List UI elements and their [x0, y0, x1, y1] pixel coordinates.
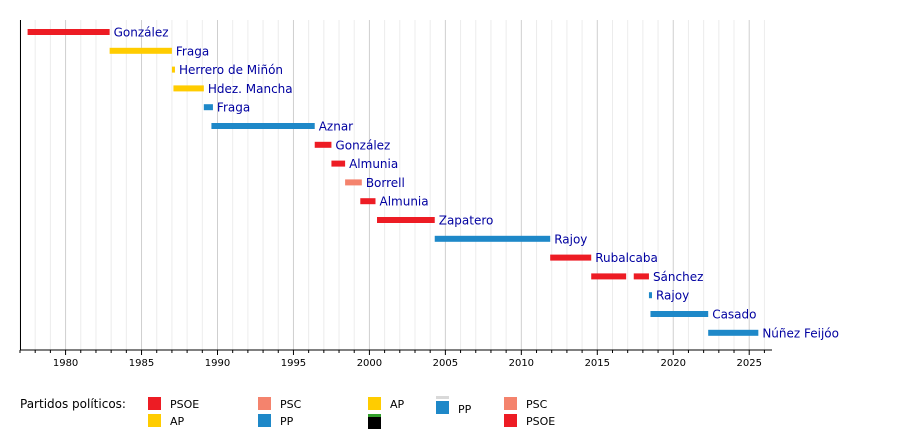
x-tick-label: 2010 — [509, 358, 534, 369]
x-tick-label: 2025 — [736, 358, 761, 369]
timeline-bar — [648, 292, 652, 299]
bar-label: Rubalcaba — [595, 251, 658, 265]
bars-layer: González Fraga Herrero de Miñón Hdez. Manch… — [27, 26, 839, 340]
legend-label: PSC — [526, 398, 548, 411]
bar-label: Fraga — [176, 44, 209, 58]
timeline-bar — [345, 179, 362, 186]
legend-label: AP — [390, 398, 405, 411]
bar-label: Aznar — [319, 120, 353, 134]
bar-label: Núñez Feijóo — [762, 326, 839, 340]
x-tick-label: 2005 — [433, 358, 458, 369]
timeline-bar — [591, 273, 627, 280]
bar-label: Borrell — [366, 176, 405, 190]
legend-swatch — [436, 401, 449, 414]
legend-label: AP — [170, 415, 185, 428]
bar-label: Rajoy — [656, 289, 689, 303]
x-tick-label: 2020 — [661, 358, 686, 369]
legend-label: PSOE — [170, 398, 199, 411]
legend-swatch — [504, 414, 517, 427]
bar-label: Herrero de Miñón — [179, 63, 283, 77]
x-tick-label: 2000 — [357, 358, 382, 369]
x-tick-label: 1990 — [205, 358, 230, 369]
timeline-bar — [109, 47, 172, 54]
legend-swatch — [258, 414, 271, 427]
legend-label: PSC — [280, 398, 302, 411]
timeline-bar — [173, 85, 204, 92]
timeline-bar — [550, 254, 592, 261]
timeline-bar — [211, 123, 315, 129]
bar-label: Zapatero — [439, 214, 494, 228]
bar-label: Almunia — [349, 157, 398, 171]
legend-label: PSOE — [526, 415, 555, 428]
bar-label: González — [114, 26, 169, 40]
legend-swatch — [368, 417, 381, 429]
legend-swatch — [504, 397, 517, 410]
x-tick-label: 1980 — [53, 358, 78, 369]
timeline-bar — [314, 141, 332, 148]
x-tick-label: 2015 — [585, 358, 610, 369]
bar-label: Sánchez — [653, 270, 703, 284]
legend-swatch-stripe — [368, 414, 381, 417]
timeline-bar — [633, 273, 649, 280]
bar-label: Almunia — [379, 195, 428, 209]
timeline-bar — [203, 104, 213, 111]
timeline-bar — [360, 198, 376, 205]
bar-label: González — [335, 138, 390, 152]
legend-label: PP — [280, 415, 294, 428]
timeline-bar — [708, 329, 759, 336]
grid-lines — [19, 20, 765, 350]
timeline-bar — [434, 235, 551, 242]
x-tick-label: 1985 — [129, 358, 154, 369]
bar-label: Rajoy — [554, 232, 587, 246]
bar-label: Hdez. Mancha — [208, 82, 293, 96]
timeline-bar — [27, 29, 110, 35]
timeline-bar — [377, 217, 435, 223]
legend-swatch — [258, 397, 271, 410]
legend-label: PP — [458, 403, 472, 416]
timeline-bar — [331, 160, 346, 167]
bar-label: Fraga — [217, 101, 250, 115]
timeline-bar — [171, 66, 175, 73]
legend-swatch-stripe — [436, 396, 449, 399]
legend-swatch — [148, 414, 161, 427]
legend: Partidos políticos: PSOE AP PSC PP AP PP PSC PSO… — [20, 396, 555, 429]
legend-title: Partidos políticos: — [20, 397, 126, 411]
legend-swatch — [368, 397, 381, 410]
x-axis: 1980 1985 1990 1995 2000 2005 2010 2015 2020 2025 — [19, 20, 772, 369]
x-tick-label: 1995 — [281, 358, 306, 369]
timeline-bar — [650, 311, 709, 317]
bar-label: Casado — [712, 308, 756, 322]
legend-swatch — [148, 397, 161, 410]
